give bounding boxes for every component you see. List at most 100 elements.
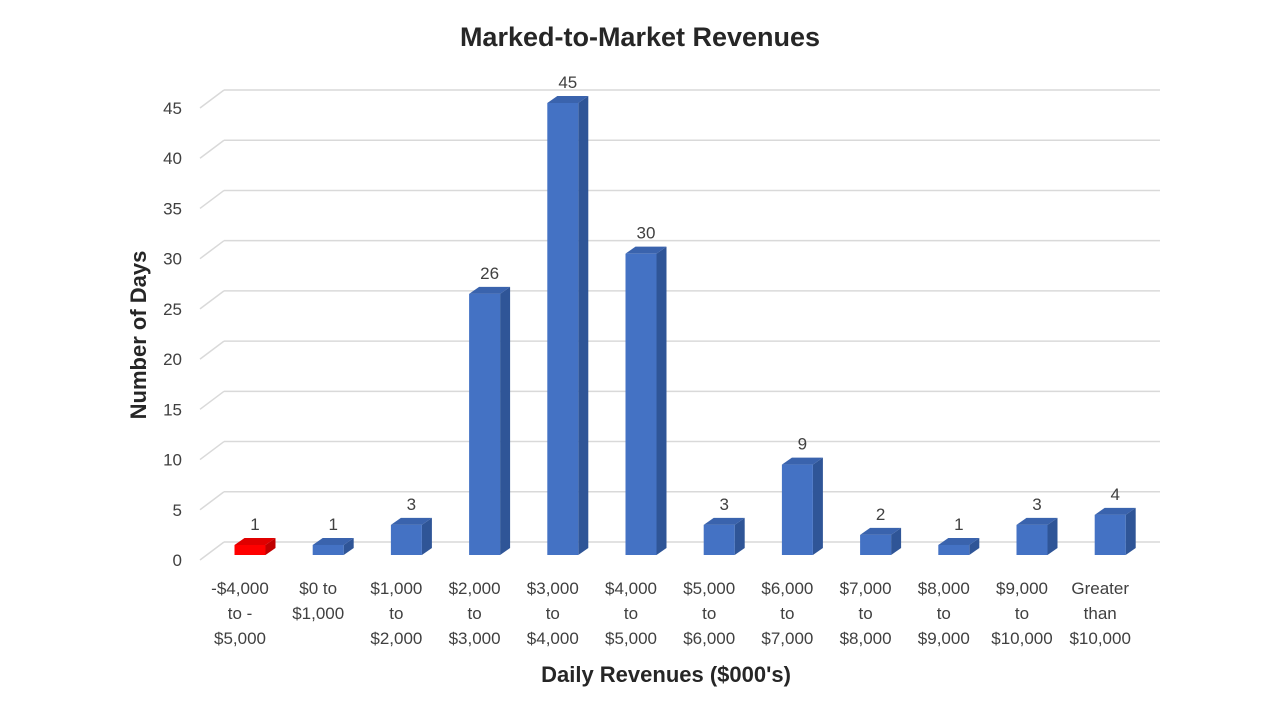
gridline-depth bbox=[199, 240, 225, 260]
bar bbox=[860, 527, 902, 555]
y-tick-label: 10 bbox=[163, 451, 182, 470]
data-label: 9 bbox=[798, 435, 807, 454]
bar-side bbox=[734, 517, 745, 555]
y-tick-label: 15 bbox=[163, 400, 182, 419]
bar bbox=[390, 517, 432, 555]
data-label: 1 bbox=[954, 515, 963, 534]
bar-side bbox=[421, 517, 432, 555]
y-axis-ticks: 0 5 10 15 20 25 30 35 40 45 bbox=[163, 99, 182, 570]
data-label: 26 bbox=[480, 264, 499, 283]
gridline-depth bbox=[199, 340, 225, 360]
bar-top bbox=[860, 527, 902, 535]
bar-top bbox=[938, 537, 980, 545]
bar-front bbox=[1094, 514, 1126, 555]
y-tick-label: 45 bbox=[163, 99, 182, 118]
bar-front bbox=[781, 464, 813, 555]
bar-top bbox=[625, 246, 667, 254]
y-tick-label: 20 bbox=[163, 350, 182, 369]
gridline-depth bbox=[199, 89, 225, 109]
x-tick-label: $7,000 to $8,000 bbox=[840, 579, 892, 648]
chart-title: Marked-to-Market Revenues bbox=[460, 22, 820, 52]
y-tick-label: 35 bbox=[163, 199, 182, 218]
data-label: 2 bbox=[876, 505, 885, 524]
bar-top bbox=[781, 457, 823, 465]
bar-side bbox=[891, 527, 902, 555]
bar bbox=[781, 457, 823, 555]
bar bbox=[1016, 517, 1058, 555]
gridline-depth bbox=[199, 440, 225, 461]
bar-top bbox=[234, 537, 276, 545]
data-label: 3 bbox=[407, 495, 416, 514]
data-label: 45 bbox=[558, 73, 577, 92]
gridline-depth bbox=[199, 290, 225, 310]
data-label: 3 bbox=[719, 495, 728, 514]
bar bbox=[234, 537, 276, 555]
gridlines bbox=[199, 89, 1160, 561]
y-tick-label: 25 bbox=[163, 300, 182, 319]
bar-front bbox=[234, 544, 266, 555]
bar-front bbox=[469, 293, 501, 555]
bar-front bbox=[312, 544, 344, 555]
bar-top bbox=[1016, 517, 1058, 525]
x-tick-label: $8,000 to $9,000 bbox=[918, 579, 970, 648]
x-tick-label: $2,000 to $3,000 bbox=[449, 579, 501, 648]
y-axis-title: Number of Days bbox=[126, 251, 151, 420]
bar-side bbox=[1047, 517, 1058, 555]
bar bbox=[469, 286, 511, 555]
data-label: 3 bbox=[1032, 495, 1041, 514]
y-tick-label: 40 bbox=[163, 149, 182, 168]
gridline-depth bbox=[199, 541, 225, 561]
bar-top bbox=[469, 286, 511, 294]
y-tick-label: 0 bbox=[173, 551, 182, 570]
bar-front bbox=[625, 253, 657, 555]
bar bbox=[1094, 507, 1136, 555]
bar-front bbox=[938, 544, 970, 555]
x-tick-label: $5,000 to $6,000 bbox=[683, 579, 735, 648]
bar-top bbox=[390, 517, 432, 525]
data-label: 30 bbox=[637, 224, 656, 243]
x-tick-label: $9,000 to $10,000 bbox=[991, 579, 1052, 648]
bar-side bbox=[343, 537, 354, 555]
bar-front bbox=[703, 524, 735, 555]
bar-front bbox=[1016, 524, 1048, 555]
x-tick-label: $1,000 to $2,000 bbox=[370, 579, 422, 648]
bar bbox=[547, 96, 589, 555]
data-label: 4 bbox=[1110, 485, 1119, 504]
gridline-depth bbox=[199, 139, 225, 159]
bar-top bbox=[312, 537, 354, 545]
data-label: 1 bbox=[328, 515, 337, 534]
bar-top bbox=[1094, 507, 1136, 515]
bar bbox=[938, 537, 980, 555]
bars bbox=[234, 96, 1136, 555]
bar bbox=[703, 517, 745, 555]
bar-side bbox=[265, 537, 276, 555]
bar-side bbox=[969, 537, 980, 555]
bar-front bbox=[860, 534, 892, 555]
bar-side bbox=[656, 246, 667, 555]
bar-side bbox=[500, 286, 511, 555]
bar-side bbox=[578, 96, 589, 555]
gridline-depth bbox=[199, 491, 225, 511]
bar bbox=[312, 537, 354, 555]
bar-side bbox=[1125, 507, 1136, 555]
x-tick-label: $0 to $1,000 bbox=[292, 579, 344, 623]
x-axis-ticks: -$4,000 to -$5,000 $0 to $1,000 $1,000 to $2,0… bbox=[211, 579, 1131, 648]
y-tick-label: 30 bbox=[163, 250, 182, 269]
gridline-depth bbox=[199, 390, 225, 410]
bar-top bbox=[703, 517, 745, 525]
x-tick-label: Greater than $10,000 bbox=[1069, 579, 1130, 648]
bar bbox=[625, 246, 667, 555]
y-tick-label: 5 bbox=[173, 501, 182, 520]
bar-top bbox=[547, 96, 589, 103]
x-tick-label: -$4,000 to -$5,000 bbox=[211, 579, 269, 648]
gridline-depth bbox=[199, 189, 225, 210]
bar-side bbox=[812, 457, 823, 555]
x-tick-label: $4,000 to $5,000 bbox=[605, 579, 657, 648]
data-label: 1 bbox=[250, 515, 259, 534]
x-axis-title: Daily Revenues ($000's) bbox=[541, 662, 791, 687]
data-labels: 1 1 3 26 45 30 3 9 2 1 3 4 bbox=[250, 73, 1120, 534]
x-tick-label: $6,000 to $7,000 bbox=[761, 579, 813, 648]
x-tick-label: $3,000 to $4,000 bbox=[527, 579, 579, 648]
